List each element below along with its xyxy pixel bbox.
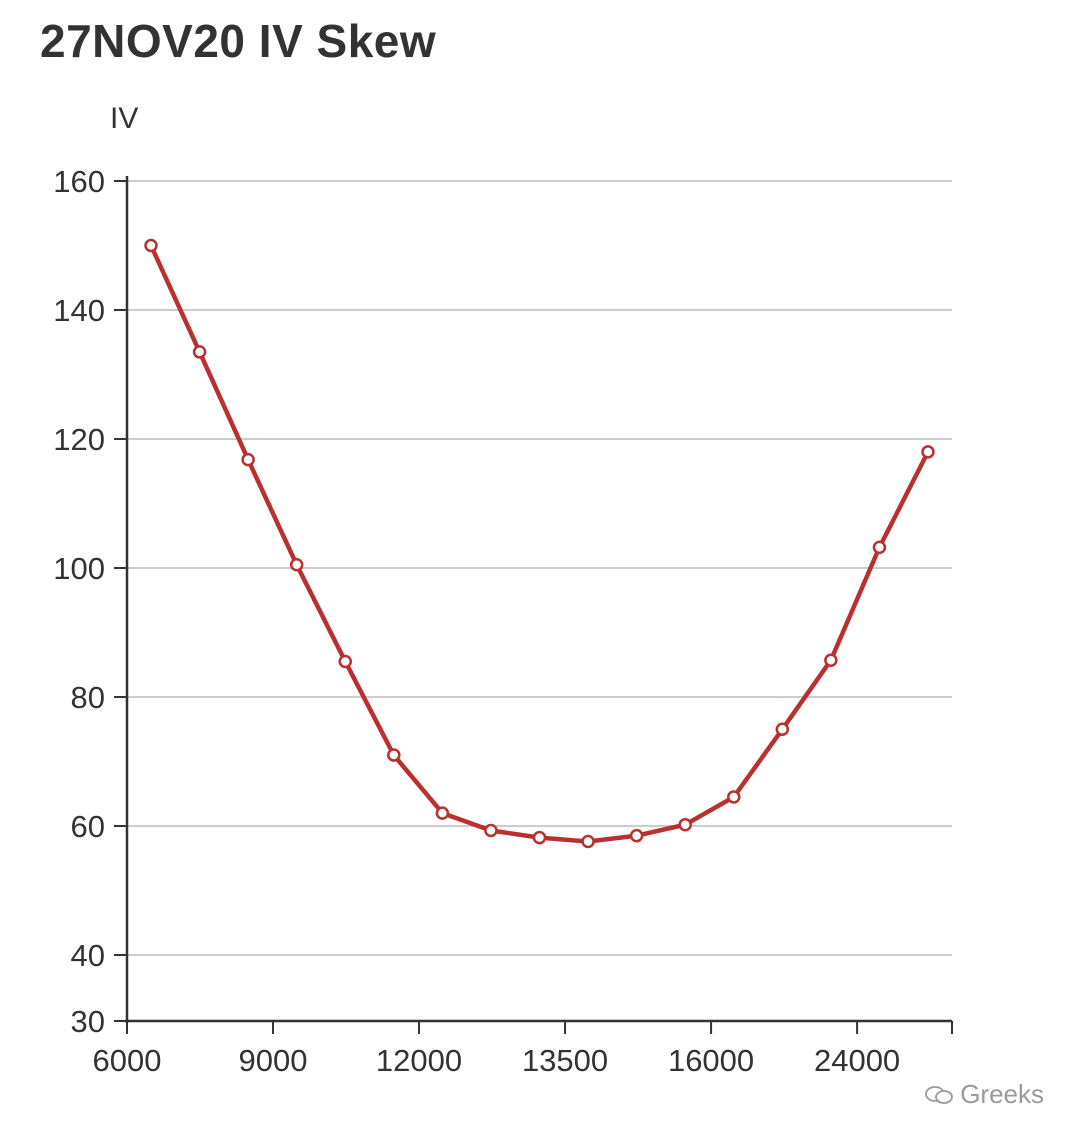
watermark: Greeks [924, 1079, 1044, 1110]
gridlines [127, 180, 952, 956]
y-tick-label: 140 [53, 293, 105, 328]
series-line [148, 243, 931, 844]
data-point [921, 445, 935, 459]
x-tick-label: 13500 [522, 1043, 608, 1078]
data-point [484, 823, 498, 838]
chart-title: 27NOV20 IV Skew [40, 15, 437, 67]
y-tick-label: 30 [71, 1004, 105, 1039]
data-point [435, 806, 450, 820]
data-point [289, 558, 304, 572]
data-point [581, 834, 595, 849]
data-point [629, 828, 644, 843]
y-axis-title: IV [110, 102, 138, 135]
x-ticks: 6000 9000 12000 13500 16000 24000 [93, 1021, 953, 1078]
data-point [241, 452, 255, 467]
watermark-text: Greeks [960, 1079, 1044, 1109]
x-tick-label: 24000 [814, 1043, 900, 1078]
y-tick-label: 80 [71, 680, 105, 715]
data-point [192, 345, 207, 359]
x-tick-label: 6000 [93, 1043, 162, 1078]
y-tick-label: 120 [53, 422, 105, 457]
data-point [872, 540, 887, 555]
axes [125, 176, 952, 1023]
data-point [144, 238, 158, 253]
y-tick-label: 100 [53, 551, 105, 586]
y-tick-label: 60 [71, 809, 105, 844]
x-tick-label: 12000 [376, 1043, 462, 1078]
data-point [824, 653, 838, 667]
series-layer [144, 238, 935, 849]
data-point [532, 830, 547, 845]
chat-bubble-icon [925, 1085, 954, 1104]
data-point [727, 790, 741, 804]
data-point [338, 654, 352, 669]
x-tick-label: 16000 [668, 1043, 754, 1078]
data-point [387, 748, 401, 762]
x-tick-label: 9000 [239, 1043, 308, 1078]
y-tick-label: 40 [71, 938, 105, 973]
y-ticks: 30 40 60 80 100 120 140 160 [53, 164, 127, 1039]
data-point [775, 722, 790, 736]
y-tick-label: 160 [53, 164, 105, 199]
data-point [678, 817, 692, 832]
